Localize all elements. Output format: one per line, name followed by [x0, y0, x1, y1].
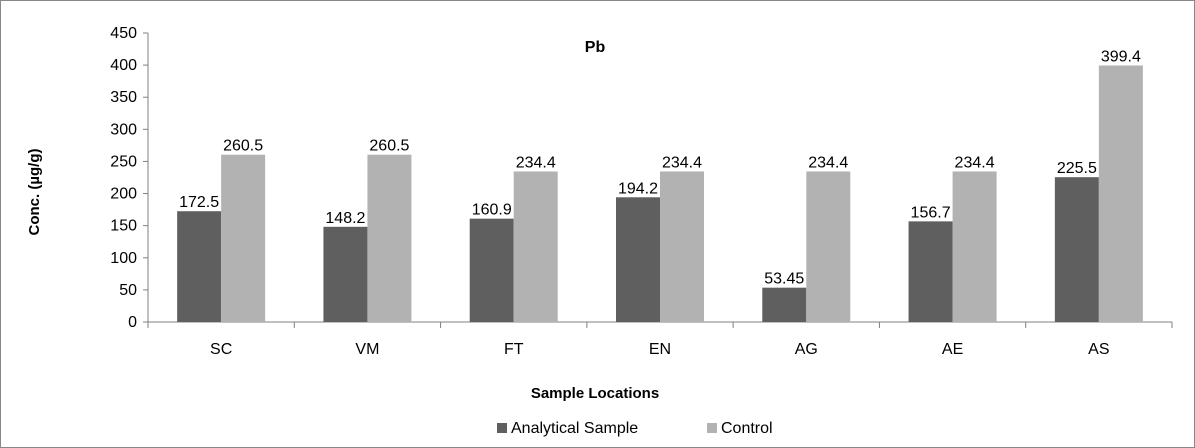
bar-control: [660, 171, 704, 322]
y-tick-label: 100: [110, 250, 137, 267]
y-tick-label: 50: [119, 282, 137, 299]
data-label: 234.4: [955, 154, 995, 171]
x-axis-title: Sample Locations: [531, 385, 659, 402]
y-tick-label: 0: [128, 314, 137, 331]
plot-area: 0 50 100 150 200 250 300 350 400 450 SC 172.5 260.5 V…: [110, 25, 1173, 358]
chart-title: Pb: [585, 39, 606, 56]
bar-control: [806, 171, 851, 322]
y-tick-label: 150: [110, 218, 137, 235]
x-tick-label: AE: [942, 341, 963, 358]
legend: Analytical Sample Control: [497, 420, 773, 437]
bar-analytical: [177, 211, 222, 322]
data-label: 53.45: [764, 271, 804, 288]
x-tick-label: EN: [649, 341, 671, 358]
data-label: 260.5: [223, 138, 263, 155]
data-label: 156.7: [911, 204, 951, 221]
bar-control: [367, 154, 412, 322]
y-axis-title: Conc. (µg/g): [26, 149, 43, 236]
data-label: 225.5: [1057, 160, 1097, 177]
data-label: 234.4: [516, 154, 556, 171]
data-label: 194.2: [618, 180, 658, 197]
y-tick-label: 200: [110, 186, 137, 203]
data-label: 172.5: [179, 194, 219, 211]
y-tick-label: 450: [110, 25, 137, 42]
y-tick-label: 350: [110, 89, 137, 106]
data-label: 234.4: [662, 154, 702, 171]
bar-analytical: [616, 197, 660, 322]
bar-control: [221, 154, 266, 322]
x-tick-label: SC: [210, 341, 232, 358]
x-tick-label: AS: [1088, 341, 1109, 358]
y-tick-label: 250: [110, 153, 137, 170]
x-tick-label: AG: [795, 341, 818, 358]
legend-swatch-control: [707, 423, 717, 433]
y-tick-label: 400: [110, 57, 137, 74]
legend-swatch-analytical: [497, 423, 507, 433]
x-tick-label: VM: [355, 341, 379, 358]
bar-control: [513, 171, 558, 322]
data-label: 260.5: [369, 138, 409, 155]
bar-analytical: [908, 221, 953, 322]
bar-analytical: [323, 226, 368, 322]
bar-analytical: [469, 218, 514, 322]
data-label: 234.4: [808, 154, 848, 171]
bar-control: [1098, 65, 1143, 322]
data-label: 148.2: [325, 210, 365, 227]
y-tick-label: 300: [110, 121, 137, 138]
legend-label-analytical: Analytical Sample: [511, 420, 638, 437]
bar-analytical: [762, 287, 807, 322]
bar-control: [952, 171, 997, 322]
data-label: 160.9: [472, 202, 512, 219]
legend-label-control: Control: [721, 420, 773, 437]
data-label: 399.4: [1101, 48, 1141, 65]
x-tick-label: FT: [504, 341, 524, 358]
bar-analytical: [1054, 177, 1099, 322]
